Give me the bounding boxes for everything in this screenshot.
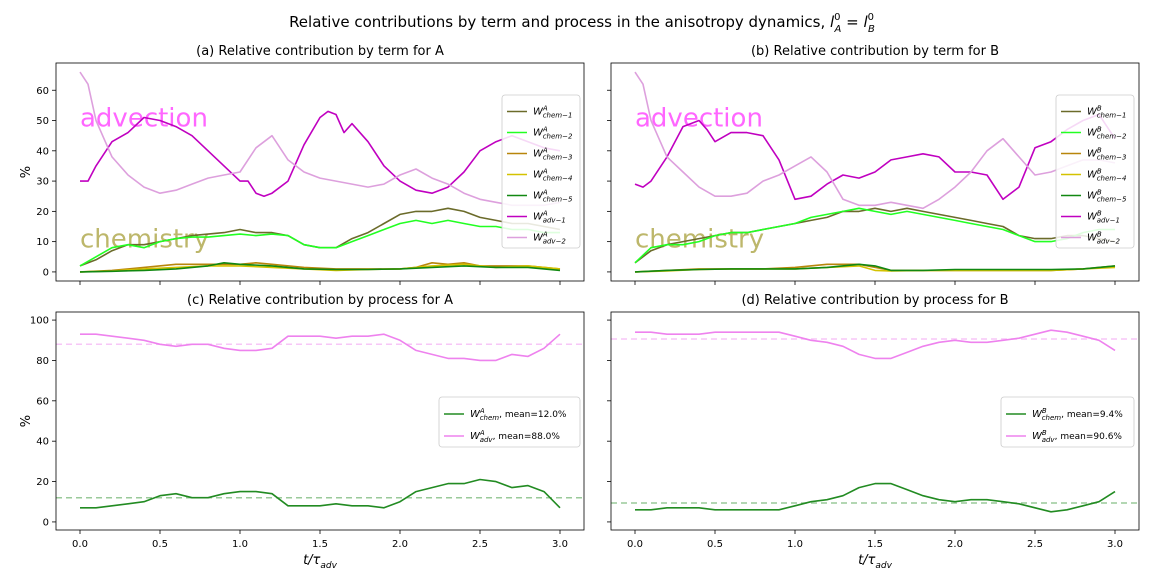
y-tick-label: 80: [36, 356, 49, 367]
x-axis-label: t/τadv: [303, 553, 338, 571]
series-line: [634, 71, 1116, 210]
legend-entry: WA chem−5: [533, 189, 573, 204]
legend-entry: WA chem−3: [533, 147, 572, 162]
y-tick-label: 30: [36, 177, 49, 188]
panel-d-title: (d) Relative contribution by process for…: [741, 293, 1008, 308]
panel-a: (a) Relative contribution by term for A 0…: [19, 44, 585, 285]
panel-d: (d) Relative contribution by process for…: [607, 293, 1140, 571]
y-tick-label: 60: [36, 86, 49, 97]
y-tick-label: 0: [43, 267, 49, 278]
y-tick-label: 0: [43, 517, 49, 528]
legend-entry: WA adv, mean=88.0%: [470, 429, 560, 444]
legend-box: [438, 396, 581, 448]
legend-entry: WB chem−1: [1087, 105, 1126, 120]
x-tick-label: 2.5: [472, 539, 488, 550]
series-line: [80, 333, 561, 362]
legend: WB chem, mean=9.4% WB adv, mean=90.6%: [1000, 396, 1135, 448]
legend-entry: WB adv, mean=90.6%: [1032, 429, 1122, 444]
y-tick-label: 20: [36, 207, 49, 218]
plot-frame: [610, 62, 1140, 282]
x-axis-label: t/τadv: [858, 553, 893, 571]
legend: WA chem−1 WA chem−2 WA chem−3 WA chem−4 WA chem−5…: [501, 94, 581, 249]
x-tick-label: 0.5: [707, 539, 723, 550]
panel-c: (c) Relative contribution by process for…: [19, 293, 585, 571]
annotation-advection: advection: [635, 104, 763, 134]
series-line: [635, 482, 1116, 513]
y-tick-label: 50: [36, 116, 49, 127]
x-tick-label: 1.5: [867, 539, 883, 550]
y-tick-label: 40: [36, 437, 49, 448]
x-tick-label: 0.0: [627, 539, 643, 550]
series-line: [79, 71, 561, 207]
legend-entry: WB chem−3: [1087, 147, 1126, 162]
legend-entry: WA chem, mean=12.0%: [470, 407, 567, 422]
y-axis-label: %: [19, 166, 34, 178]
figure-title: Relative contributions by term and proce…: [289, 12, 875, 35]
annotation-chemistry: chemistry: [80, 225, 209, 255]
series-line: [634, 113, 1116, 201]
y-tick-label: 10: [36, 237, 49, 248]
legend-entry: WA chem−2: [533, 126, 573, 141]
y-axis-label: %: [19, 415, 34, 427]
y-tick-label: 60: [36, 396, 49, 407]
panel-b: (b) Relative contribution by term for B a…: [607, 44, 1140, 285]
legend-entry: WB chem, mean=9.4%: [1032, 407, 1123, 422]
x-tick-label: 1.0: [787, 539, 803, 550]
legend-entry: WA chem−4: [533, 168, 572, 183]
x-tick-label: 3.0: [552, 539, 568, 550]
y-tick-label: 20: [36, 477, 49, 488]
series-line: [79, 262, 561, 273]
legend-entry: WB chem−2: [1087, 126, 1127, 141]
legend-entry: WB chem−5: [1087, 189, 1127, 204]
series-line: [634, 263, 1116, 273]
legend-box: [1000, 396, 1135, 448]
x-tick-label: 2.5: [1027, 539, 1043, 550]
x-tick-label: 0.5: [152, 539, 168, 550]
legend-entry: WA chem−1: [533, 105, 572, 120]
legend-entry: WA adv−1: [533, 210, 566, 225]
legend: WB chem−1 WB chem−2 WB chem−3 WB chem−4 WB chem−5…: [1055, 94, 1135, 249]
panel-b-title: (b) Relative contribution by term for B: [751, 44, 999, 59]
legend-entry: WA adv−2: [533, 231, 566, 246]
plot-frame: [55, 311, 585, 531]
series-line: [80, 110, 561, 197]
series-line: [634, 207, 1115, 264]
x-tick-label: 2.0: [947, 539, 963, 550]
series-line: [79, 219, 560, 267]
series-line: [635, 329, 1116, 360]
x-tick-label: 2.0: [392, 539, 408, 550]
legend-entry: WB adv−2: [1087, 231, 1120, 246]
x-tick-label: 3.0: [1107, 539, 1123, 550]
x-tick-label: 1.0: [232, 539, 248, 550]
x-tick-label: 0.0: [72, 539, 88, 550]
panel-c-title: (c) Relative contribution by process for…: [187, 293, 453, 308]
legend: WA chem, mean=12.0% WA adv, mean=88.0%: [438, 396, 581, 448]
y-tick-label: 100: [30, 316, 49, 327]
annotation-chemistry: chemistry: [635, 225, 764, 255]
plot-frame: [610, 311, 1140, 531]
legend-entry: WB chem−4: [1087, 168, 1126, 183]
x-tick-label: 1.5: [312, 539, 328, 550]
panel-a-title: (a) Relative contribution by term for A: [196, 44, 444, 59]
legend-entry: WB adv−1: [1087, 210, 1120, 225]
series-line: [80, 478, 561, 509]
y-tick-label: 40: [36, 146, 49, 157]
plot-frame: [55, 62, 585, 282]
